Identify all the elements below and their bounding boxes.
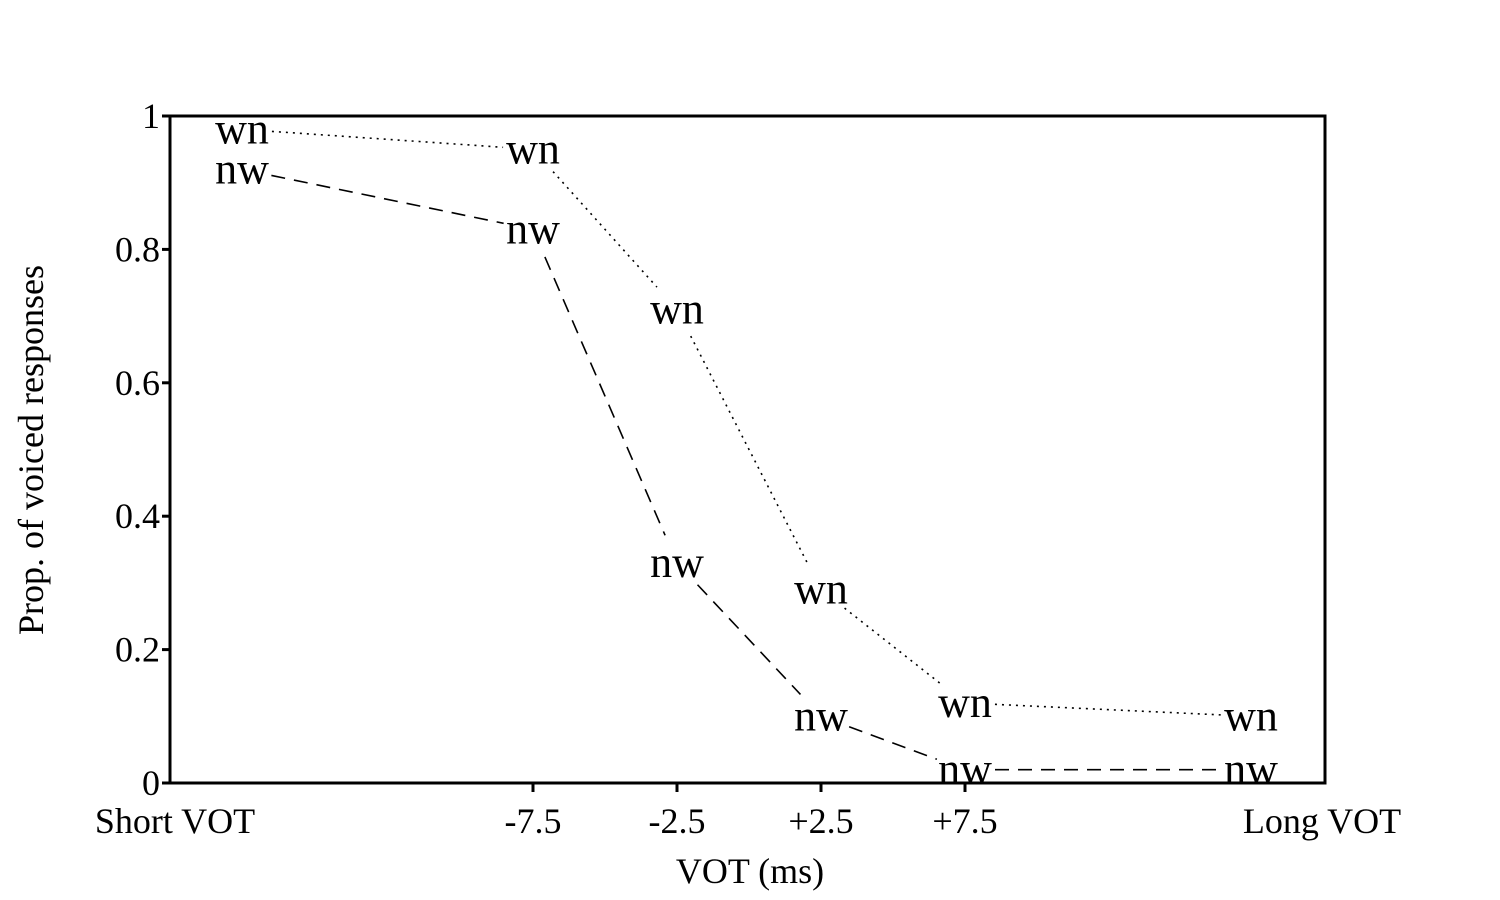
series-wn-segment [690, 335, 808, 564]
x-tick-label: -7.5 [505, 801, 562, 841]
y-axis: 0 0.2 0.4 0.6 0.8 1 [115, 96, 170, 803]
series-nw-segment [696, 584, 802, 695]
point-marker-wn: wn [794, 565, 848, 614]
series-wn: wn wn wn wn wn wn [215, 104, 1278, 740]
point-marker-wn: wn [1224, 691, 1278, 740]
plot-frame [168, 114, 1327, 785]
series-nw-segment [848, 725, 938, 760]
x-tick-label: Short VOT [95, 801, 255, 841]
y-tick-label: 0.6 [115, 363, 160, 403]
point-marker-nw: nw [938, 745, 992, 794]
point-marker-wn: wn [215, 104, 269, 153]
point-marker-nw: nw [650, 538, 704, 587]
x-axis-title: VOT (ms) [676, 851, 824, 891]
x-tick-label: Long VOT [1243, 801, 1401, 841]
series-wn-segment [271, 130, 504, 149]
y-tick-label: 0.8 [115, 229, 160, 269]
y-tick-label: 0.2 [115, 630, 160, 670]
point-marker-wn: wn [938, 678, 992, 727]
y-axis-title: Prop. of voiced responses [11, 265, 51, 635]
y-tick-label: 0.4 [115, 496, 160, 536]
series-wn-segment [552, 171, 658, 288]
x-tick-label: +7.5 [932, 801, 997, 841]
point-marker-nw: nw [794, 691, 848, 740]
y-tick-label: 0 [142, 763, 160, 803]
series-nw: nw nw nw nw nw nw [215, 144, 1278, 793]
x-tick-label: +2.5 [788, 801, 853, 841]
series-nw-segment [271, 174, 504, 225]
point-marker-nw: nw [506, 204, 560, 253]
point-marker-nw: nw [1224, 745, 1278, 794]
series-wn-segment [994, 703, 1222, 716]
point-marker-wn: wn [650, 284, 704, 333]
point-marker-wn: wn [506, 124, 560, 173]
x-axis: Short VOT -7.5 -2.5 +2.5 +7.5 Long VOT [95, 783, 1401, 841]
series-wn-segment [844, 607, 942, 686]
x-tick-label: -2.5 [649, 801, 706, 841]
point-marker-nw: nw [215, 144, 269, 193]
y-tick-label: 1 [142, 96, 160, 136]
series-nw-segment [544, 256, 666, 536]
